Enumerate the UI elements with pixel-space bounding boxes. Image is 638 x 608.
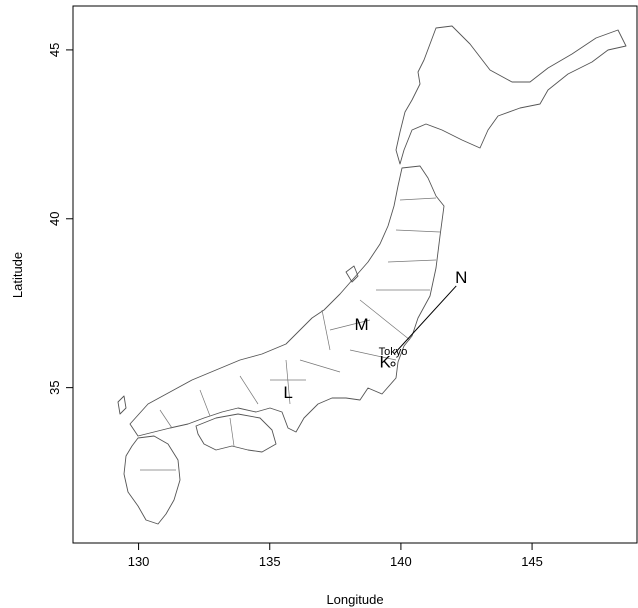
y-tick-label: 45 [47, 43, 62, 57]
prefecture-border [159, 409, 173, 429]
prefecture-border [299, 359, 341, 373]
shikoku-outline [195, 413, 277, 453]
x-tick-label: 145 [521, 554, 543, 569]
region-label-k: K [379, 352, 391, 371]
honshu-outline [129, 165, 445, 437]
map-outline-group [117, 25, 627, 525]
x-tick-label: 140 [390, 554, 412, 569]
tokyo-label: Tokyo [379, 346, 408, 358]
y-axis: 35 40 45 [47, 43, 73, 395]
prefecture-border [395, 229, 441, 233]
x-tick-label: 135 [259, 554, 281, 569]
prefecture-border [321, 309, 331, 351]
region-label-n: N [455, 268, 467, 287]
y-axis-title: Latitude [10, 252, 25, 298]
kyushu-outline [123, 435, 181, 525]
x-tick-label: 130 [128, 554, 150, 569]
hokkaido-outline [395, 25, 627, 165]
region-label-l: L [283, 383, 292, 402]
n-leader-line [393, 285, 457, 355]
prefecture-border [399, 197, 437, 201]
prefecture-border [387, 259, 437, 263]
prefecture-border [359, 299, 411, 341]
prefecture-border [229, 417, 235, 447]
prefecture-border [199, 389, 211, 417]
prefecture-border [285, 359, 291, 405]
okinawa-islet [117, 395, 127, 415]
y-tick-label: 35 [47, 380, 62, 394]
prefecture-border [349, 349, 397, 361]
y-tick-label: 40 [47, 212, 62, 226]
region-label-m: M [354, 315, 368, 334]
plot-frame [72, 5, 638, 544]
prefecture-border [239, 375, 259, 405]
map-label-layer: N MK L Tokyo [283, 268, 467, 402]
x-axis: 130 135 140 145 [128, 543, 543, 569]
prefecture-border [329, 319, 371, 331]
sado-island [345, 265, 359, 283]
x-axis-title: Longitude [326, 592, 383, 607]
tokyo-marker [390, 361, 396, 367]
